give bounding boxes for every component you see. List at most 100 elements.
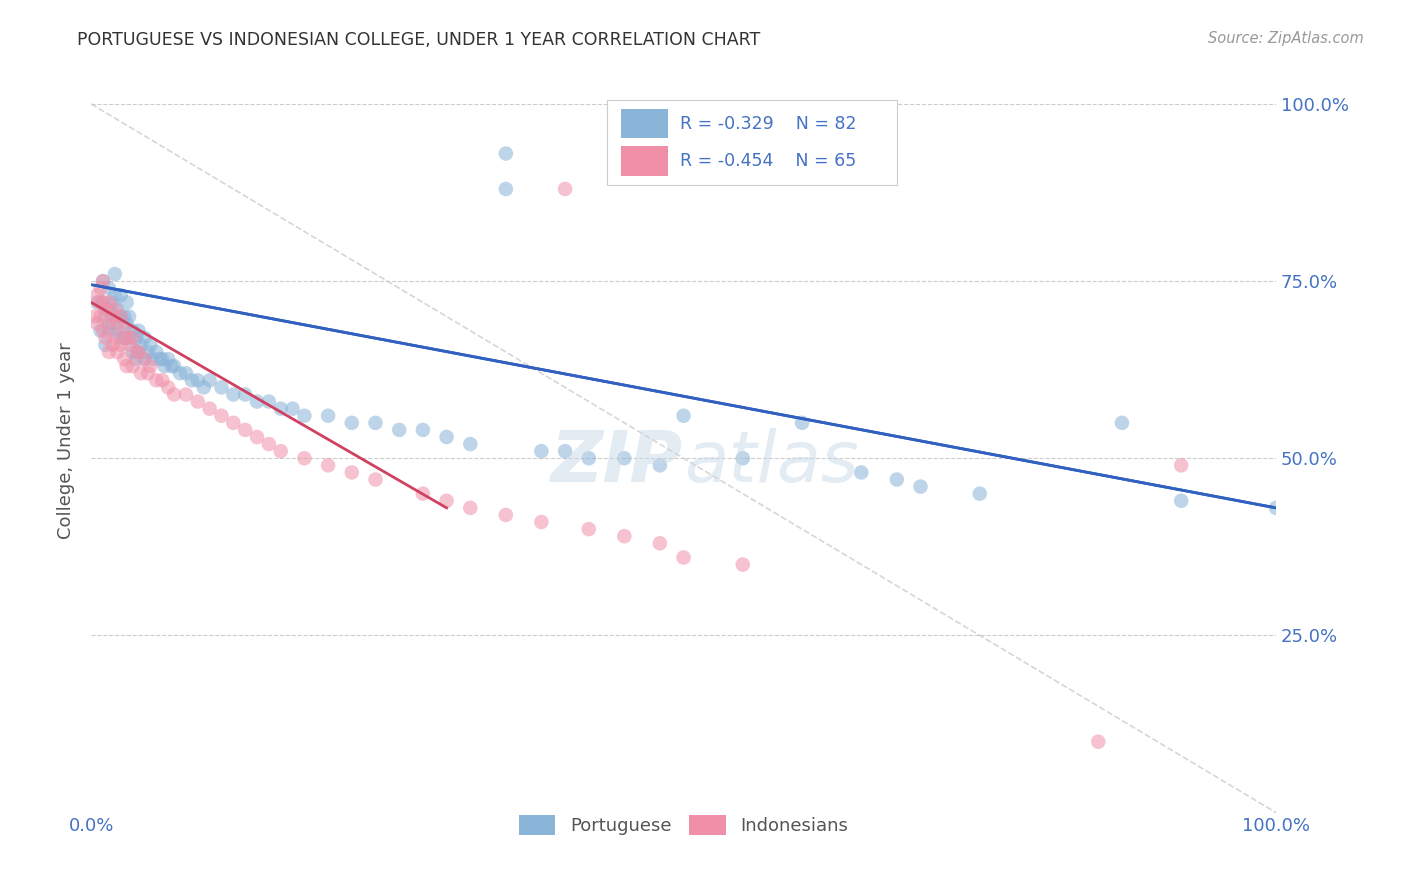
Text: R = -0.454    N = 65: R = -0.454 N = 65 <box>681 152 856 169</box>
Point <box>270 444 292 458</box>
Point <box>150 352 173 367</box>
Point <box>97 345 120 359</box>
Point <box>613 529 636 543</box>
Point <box>436 430 458 444</box>
Point <box>364 473 387 487</box>
Point <box>613 451 636 466</box>
Point <box>128 345 150 359</box>
Point <box>157 352 180 367</box>
Point <box>388 423 411 437</box>
Point <box>412 486 434 500</box>
Point <box>1265 500 1288 515</box>
Point <box>270 401 292 416</box>
Point <box>97 317 120 331</box>
Point <box>198 401 221 416</box>
Point <box>257 394 280 409</box>
Point <box>281 401 304 416</box>
Point <box>91 324 114 338</box>
Point <box>91 274 114 288</box>
Point <box>294 451 316 466</box>
Text: atlas: atlas <box>683 428 858 498</box>
Point <box>112 352 135 367</box>
Point <box>105 302 128 317</box>
Point <box>134 352 156 367</box>
Point <box>91 295 114 310</box>
Point <box>495 508 517 522</box>
Point <box>316 409 339 423</box>
Point <box>790 416 813 430</box>
Point <box>90 281 112 295</box>
Point <box>412 423 434 437</box>
Point <box>163 387 186 401</box>
Point <box>104 331 127 345</box>
Point <box>160 359 183 373</box>
Point <box>142 352 165 367</box>
Point <box>86 317 108 331</box>
Point <box>145 345 167 359</box>
Point <box>97 324 120 338</box>
Point <box>128 345 150 359</box>
Point <box>1170 458 1192 473</box>
Point <box>105 324 128 338</box>
Point <box>110 331 132 345</box>
Point <box>110 310 132 324</box>
Point <box>316 458 339 473</box>
Point <box>134 331 156 345</box>
Point <box>129 338 152 352</box>
Point <box>89 295 111 310</box>
Point <box>174 387 197 401</box>
Point <box>101 317 124 331</box>
Point <box>112 310 135 324</box>
Point <box>222 387 245 401</box>
Point <box>294 409 316 423</box>
Point <box>101 338 124 352</box>
Point <box>578 451 600 466</box>
Point <box>115 359 138 373</box>
Point <box>257 437 280 451</box>
Point <box>193 380 215 394</box>
Point <box>222 416 245 430</box>
Point <box>648 536 671 550</box>
Point <box>94 331 117 345</box>
Point <box>458 500 481 515</box>
Point <box>180 373 202 387</box>
Point <box>139 359 162 373</box>
Point <box>139 338 162 352</box>
Point <box>157 380 180 394</box>
Point <box>104 310 127 324</box>
Text: R = -0.329    N = 82: R = -0.329 N = 82 <box>681 114 856 133</box>
Legend: Portuguese, Indonesians: Portuguese, Indonesians <box>510 805 856 845</box>
Point <box>969 486 991 500</box>
Point <box>97 302 120 317</box>
FancyBboxPatch shape <box>606 100 897 186</box>
Point <box>233 387 256 401</box>
Point <box>340 416 363 430</box>
Point <box>364 416 387 430</box>
Point <box>851 466 873 480</box>
Bar <box>621 109 668 138</box>
Point <box>86 288 108 302</box>
Point <box>90 324 112 338</box>
Point <box>340 466 363 480</box>
Point <box>1087 735 1109 749</box>
Point <box>128 324 150 338</box>
Point <box>121 359 143 373</box>
Point <box>94 302 117 317</box>
Text: PORTUGUESE VS INDONESIAN COLLEGE, UNDER 1 YEAR CORRELATION CHART: PORTUGUESE VS INDONESIAN COLLEGE, UNDER … <box>77 31 761 49</box>
Point <box>105 345 128 359</box>
Point <box>458 437 481 451</box>
Point <box>174 366 197 380</box>
Point <box>731 558 754 572</box>
Text: Source: ZipAtlas.com: Source: ZipAtlas.com <box>1208 31 1364 46</box>
Point <box>187 394 209 409</box>
Point <box>97 295 120 310</box>
Point <box>91 295 114 310</box>
Point <box>672 550 695 565</box>
Point <box>125 331 148 345</box>
Point <box>110 310 132 324</box>
Point <box>246 430 269 444</box>
Point <box>163 359 186 373</box>
Point <box>105 317 128 331</box>
Point <box>101 310 124 324</box>
Point <box>125 352 148 367</box>
